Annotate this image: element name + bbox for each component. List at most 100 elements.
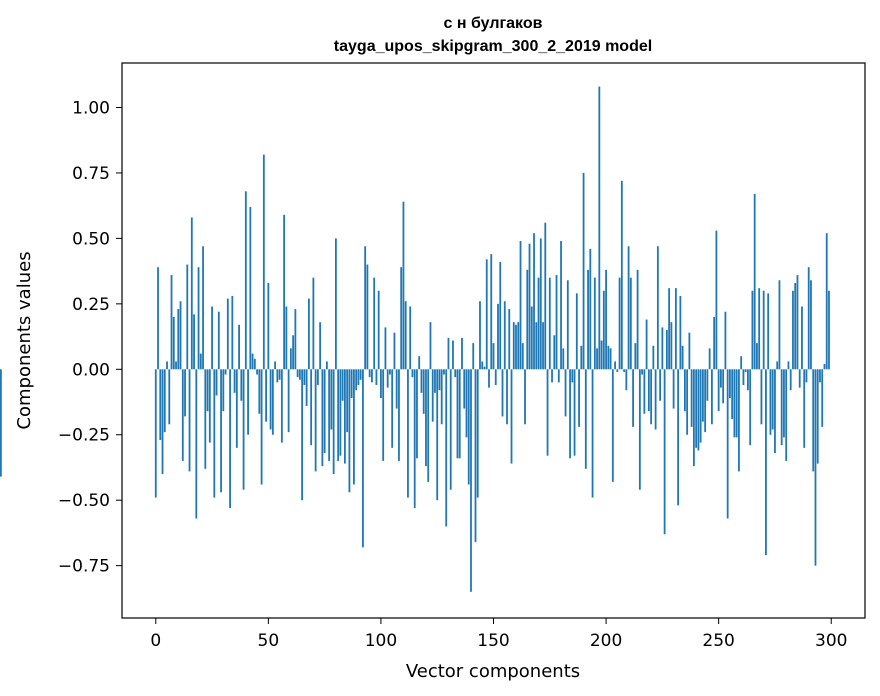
bar	[627, 246, 630, 370]
bar	[161, 369, 164, 475]
bar	[251, 353, 254, 370]
y-tick-label: −0.50	[58, 491, 110, 511]
bar	[704, 369, 707, 433]
bar	[416, 369, 418, 459]
bar	[341, 369, 344, 401]
bar	[229, 369, 231, 509]
bar	[713, 316, 716, 370]
bar	[366, 264, 369, 370]
bar	[197, 267, 200, 370]
bar	[794, 282, 797, 370]
bar	[449, 369, 452, 490]
bar	[301, 369, 304, 501]
bar	[222, 369, 225, 412]
bar	[735, 369, 738, 438]
bar	[461, 337, 463, 370]
bar	[771, 369, 774, 430]
bar	[510, 369, 513, 464]
bar	[476, 369, 479, 498]
bar	[501, 369, 504, 417]
bar	[584, 369, 587, 469]
bar	[798, 369, 801, 388]
bar	[274, 361, 276, 370]
bar	[269, 369, 272, 430]
bar	[726, 369, 729, 519]
bar	[546, 369, 549, 456]
bar	[348, 369, 351, 493]
bar	[663, 369, 666, 535]
bar	[533, 233, 535, 370]
bar	[587, 269, 589, 370]
x-tick-label: 0	[150, 631, 161, 651]
bar	[717, 369, 720, 412]
bar	[371, 369, 373, 383]
bar	[206, 369, 209, 412]
bar	[571, 369, 574, 383]
bar	[578, 369, 580, 427]
bar	[337, 369, 340, 461]
bar	[425, 369, 427, 467]
bar	[188, 369, 191, 472]
bar	[758, 288, 761, 370]
bar	[789, 369, 792, 391]
bar	[645, 319, 648, 370]
x-axis-label: Vector components	[406, 661, 580, 682]
bar	[783, 369, 785, 438]
bar	[708, 348, 711, 370]
bar	[634, 343, 637, 370]
bar	[697, 369, 700, 451]
bar	[515, 324, 517, 370]
bar	[400, 267, 403, 370]
bar	[600, 340, 603, 370]
bar	[179, 301, 182, 370]
bar	[339, 369, 342, 456]
bar	[413, 369, 416, 509]
bar	[562, 348, 565, 370]
bar	[233, 369, 236, 393]
bar	[542, 322, 544, 370]
bar	[724, 311, 727, 370]
bar	[213, 369, 216, 498]
bar	[395, 369, 398, 409]
bar	[294, 309, 297, 370]
bar	[436, 369, 439, 501]
bar	[283, 214, 286, 370]
bar	[756, 343, 758, 370]
bar	[607, 345, 610, 370]
bar	[438, 369, 441, 391]
bar	[614, 361, 616, 370]
bar	[393, 332, 396, 370]
bar	[434, 369, 436, 393]
bar	[355, 369, 358, 391]
bar	[688, 332, 691, 370]
bar	[389, 369, 391, 375]
bar	[674, 288, 677, 370]
bar	[762, 290, 765, 370]
x-tick-label: 200	[590, 631, 622, 651]
bar	[641, 369, 643, 375]
bar	[738, 369, 740, 472]
bar	[481, 361, 484, 370]
bar	[312, 277, 315, 370]
bar	[801, 306, 803, 370]
bar	[706, 369, 709, 401]
bar	[249, 206, 252, 370]
bar	[287, 369, 290, 433]
bar	[359, 369, 362, 380]
bar	[247, 369, 249, 435]
x-tick-label: 100	[365, 631, 397, 651]
bar	[240, 369, 243, 401]
bar	[278, 369, 281, 380]
chart-subtitle: tayga_upos_skipgram_300_2_2019 model	[334, 38, 652, 55]
bar	[353, 369, 355, 485]
bar	[699, 369, 702, 443]
bar	[195, 369, 198, 519]
bar	[220, 369, 222, 493]
bar	[722, 369, 725, 404]
bar	[517, 322, 520, 370]
bar	[375, 369, 378, 386]
bar	[386, 369, 389, 388]
y-tick-label: −0.75	[58, 557, 110, 577]
bar	[796, 275, 799, 370]
bar	[665, 330, 668, 370]
